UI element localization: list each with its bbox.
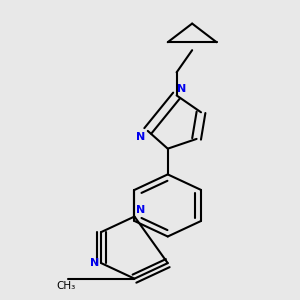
Text: N: N: [136, 132, 146, 142]
Text: CH₃: CH₃: [56, 281, 75, 291]
Text: N: N: [177, 84, 186, 94]
Text: N: N: [90, 258, 99, 268]
Text: N: N: [136, 205, 145, 215]
